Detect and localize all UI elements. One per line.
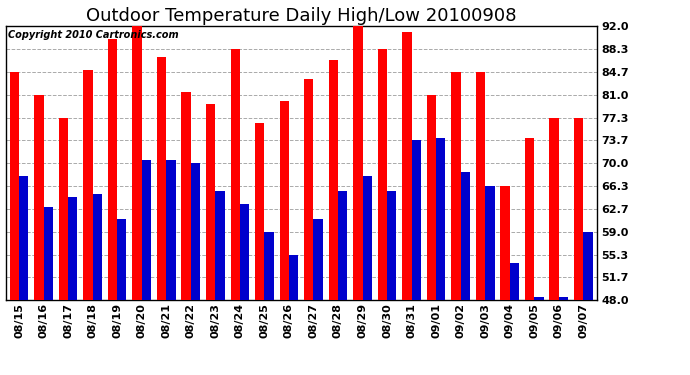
Bar	[377, 49, 387, 300]
Bar	[141, 160, 151, 300]
Bar	[412, 140, 421, 300]
Bar	[362, 176, 372, 300]
Bar	[166, 160, 175, 300]
Bar	[304, 79, 313, 300]
Bar	[108, 39, 117, 300]
Bar	[255, 123, 264, 300]
Text: Copyright 2010 Cartronics.com: Copyright 2010 Cartronics.com	[8, 30, 179, 40]
Bar	[485, 186, 495, 300]
Bar	[34, 95, 43, 300]
Bar	[436, 138, 446, 300]
Bar	[451, 72, 461, 300]
Bar	[574, 118, 583, 300]
Bar	[230, 49, 240, 300]
Bar	[157, 57, 166, 300]
Bar	[289, 255, 298, 300]
Bar	[427, 95, 436, 300]
Bar	[43, 207, 53, 300]
Bar	[190, 163, 200, 300]
Bar	[525, 138, 534, 300]
Bar	[559, 297, 568, 300]
Bar	[313, 219, 323, 300]
Bar	[461, 172, 470, 300]
Bar	[549, 118, 559, 300]
Bar	[510, 262, 519, 300]
Title: Outdoor Temperature Daily High/Low 20100908: Outdoor Temperature Daily High/Low 20100…	[86, 7, 516, 25]
Bar	[19, 176, 28, 300]
Bar	[279, 101, 289, 300]
Bar	[83, 70, 92, 300]
Bar	[583, 231, 593, 300]
Bar	[338, 191, 347, 300]
Bar	[215, 191, 225, 300]
Bar	[264, 231, 274, 300]
Bar	[402, 33, 412, 300]
Bar	[206, 104, 215, 300]
Bar	[181, 92, 190, 300]
Bar	[353, 26, 362, 300]
Bar	[117, 219, 126, 300]
Bar	[92, 194, 102, 300]
Bar	[59, 118, 68, 300]
Bar	[500, 186, 510, 300]
Bar	[68, 197, 77, 300]
Bar	[328, 60, 338, 300]
Bar	[534, 297, 544, 300]
Bar	[387, 191, 396, 300]
Bar	[10, 72, 19, 300]
Bar	[240, 204, 249, 300]
Bar	[476, 72, 485, 300]
Bar	[132, 26, 141, 300]
